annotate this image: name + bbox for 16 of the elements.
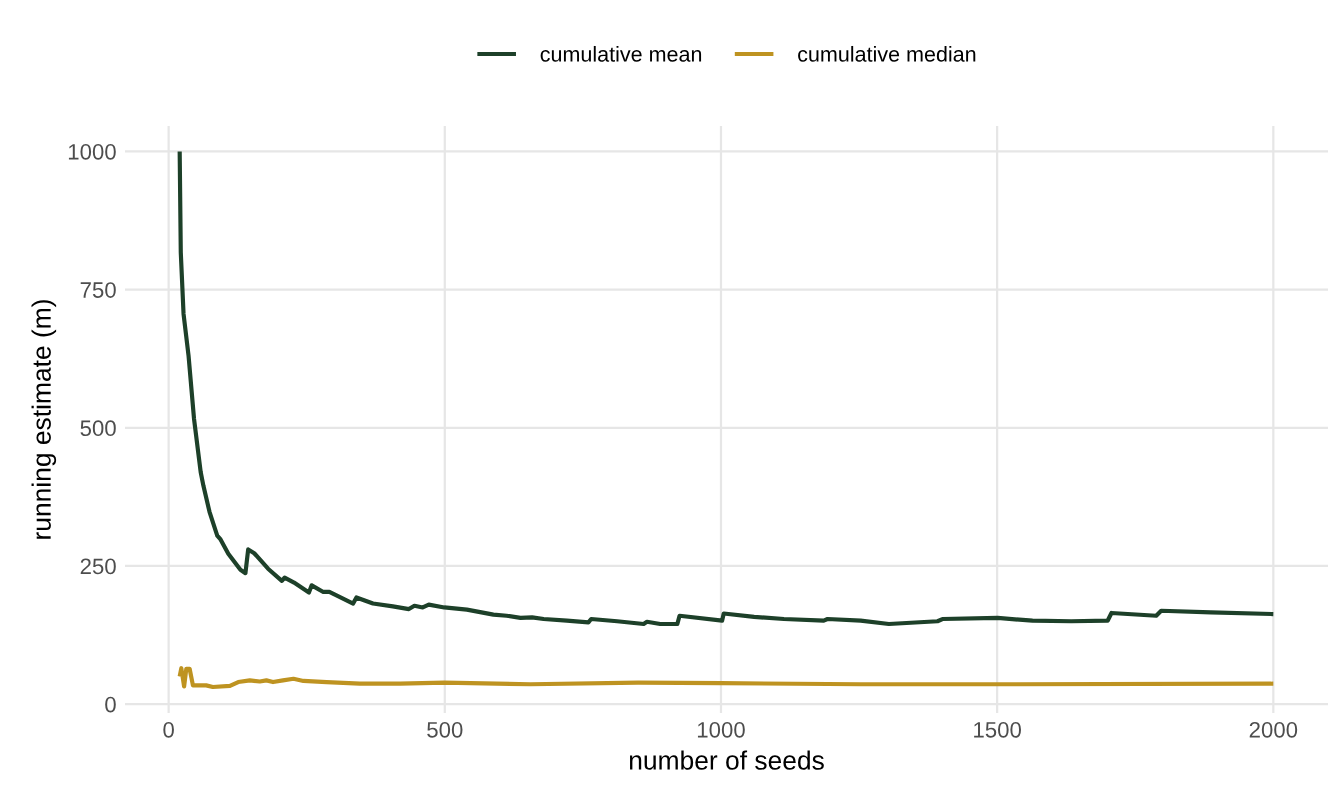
- y-tick-label: 250: [80, 558, 116, 575]
- legend-label: cumulative median: [798, 45, 976, 62]
- x-tick-label: 1000: [697, 721, 745, 738]
- y-tick-label: 1000: [68, 143, 116, 160]
- legend-label: cumulative mean: [540, 45, 702, 62]
- y-axis-title: running estimate (m): [31, 300, 57, 539]
- line-series: [177, 149, 1276, 627]
- y-tick-label: 500: [80, 420, 116, 437]
- x-tick-label: 2000: [1249, 721, 1298, 738]
- x-tick-label: 0: [163, 721, 174, 738]
- x-tick-label: 500: [427, 721, 463, 738]
- line-series: [177, 666, 1276, 690]
- x-tick-label: 1500: [974, 721, 1021, 738]
- y-tick-label: 0: [105, 696, 116, 713]
- x-axis-title: number of seeds: [629, 750, 824, 770]
- y-tick-label: 750: [80, 282, 116, 298]
